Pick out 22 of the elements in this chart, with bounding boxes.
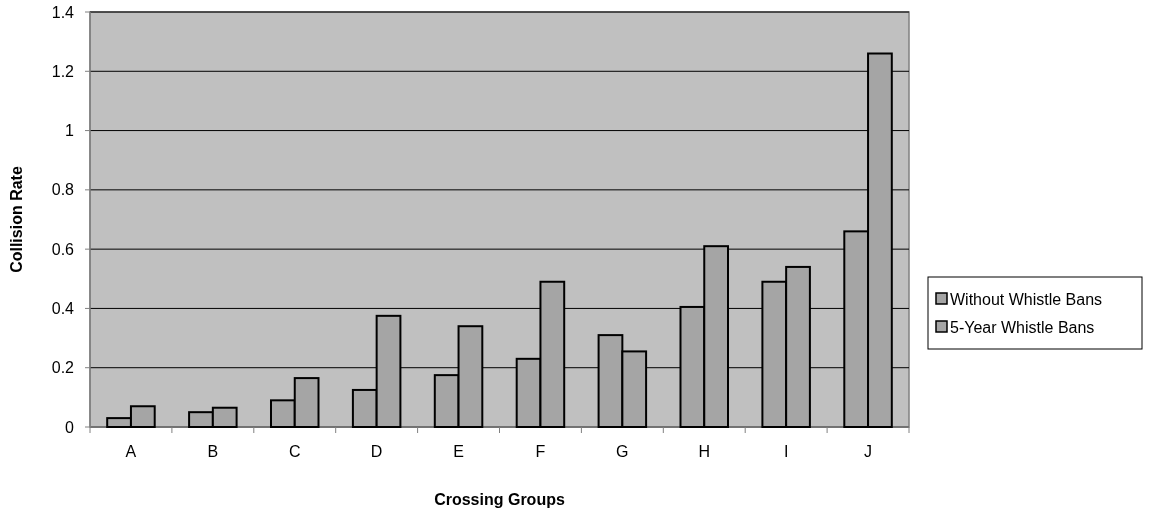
x-tick-label: I	[783, 443, 789, 460]
legend-label: 5-Year Whistle Bans	[950, 318, 1095, 336]
x-tick-label: F	[535, 443, 546, 460]
x-tick-label: A	[125, 443, 137, 460]
x-tick-label: H	[698, 443, 711, 460]
y-tick-label: 0	[65, 418, 75, 436]
x-tick-label: G	[616, 443, 629, 460]
y-tick-label: 1.2	[51, 62, 75, 80]
legend-label: Without Whistle Bans	[950, 290, 1103, 308]
x-axis-title: Crossing Groups	[434, 491, 565, 508]
y-tick-label: 0.6	[51, 240, 75, 258]
y-tick-label: 0.4	[51, 300, 75, 318]
y-tick-label: 0.2	[51, 359, 75, 377]
y-axis-title: Collision Rate	[8, 166, 25, 273]
x-tick-label: E	[453, 443, 464, 460]
x-tick-label: D	[370, 443, 383, 460]
x-tick-label: B	[207, 443, 219, 460]
x-tick-label: J	[864, 443, 873, 460]
y-tick-label: 0.8	[51, 181, 75, 199]
x-tick-label: C	[288, 443, 301, 460]
y-tick-label: 1.4	[51, 3, 75, 21]
y-tick-label: 1	[65, 122, 75, 140]
